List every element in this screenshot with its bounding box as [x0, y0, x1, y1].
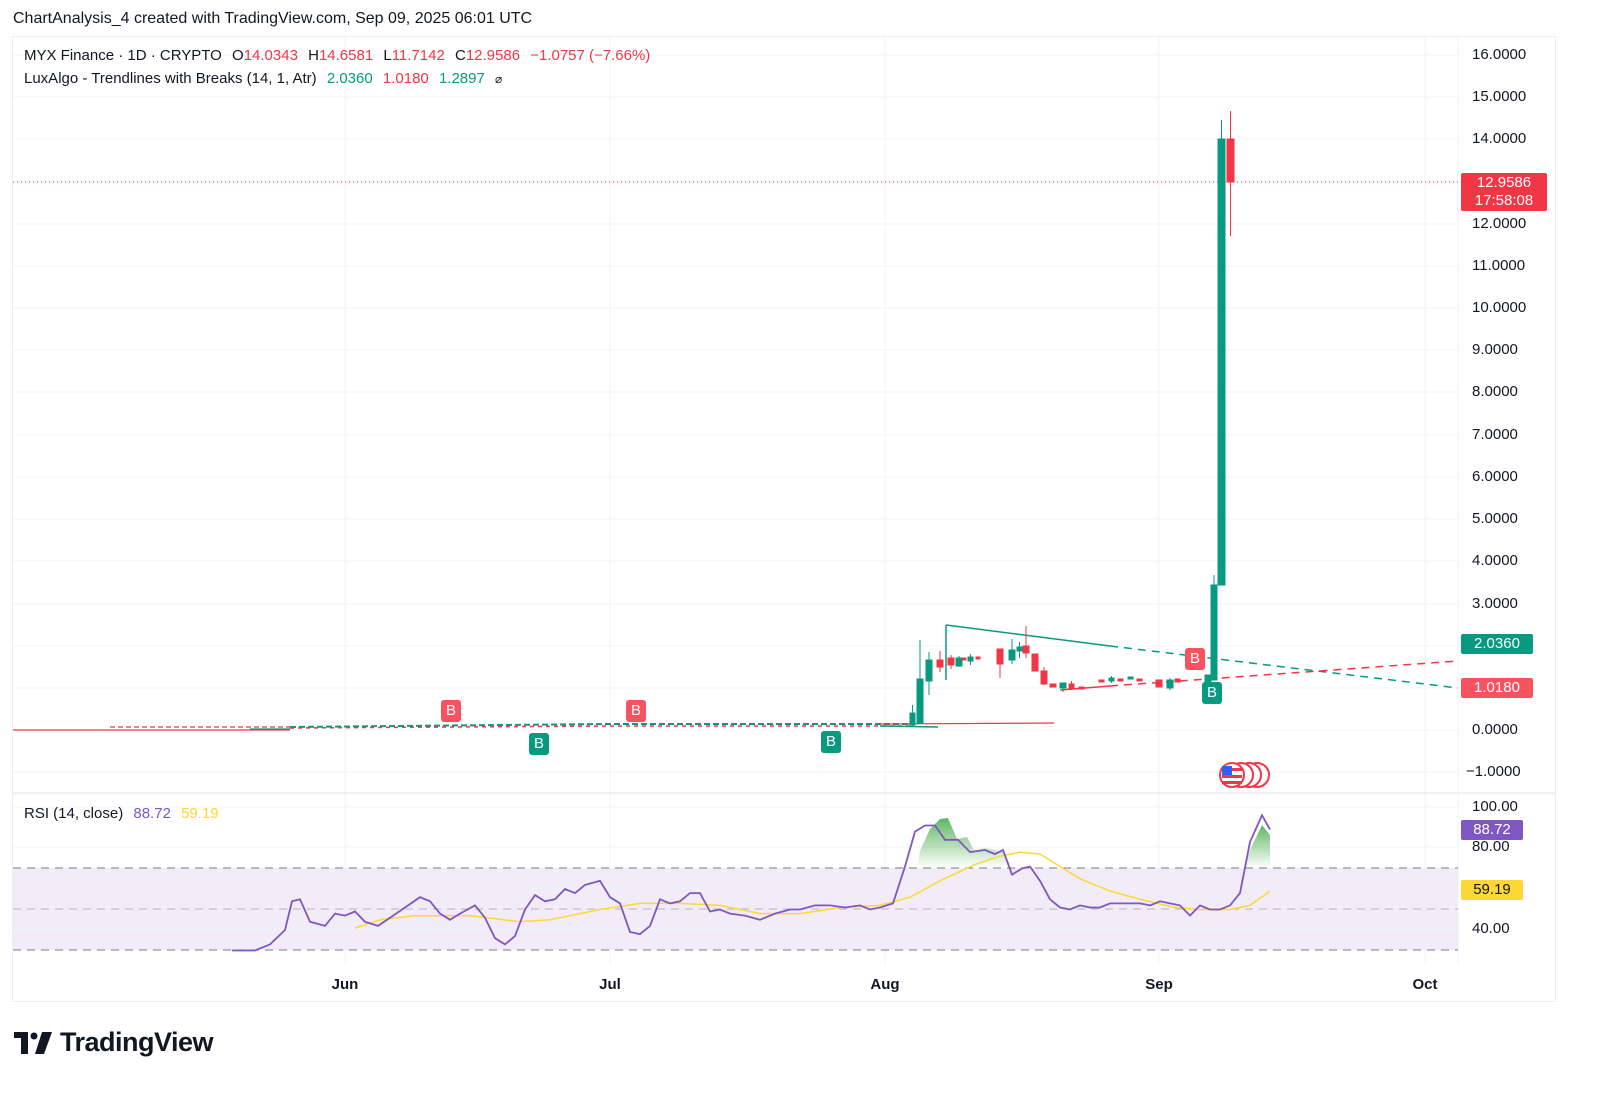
break-label: B: [1207, 684, 1218, 701]
break-label: B: [534, 735, 545, 752]
upper-trendline-extension: [1109, 645, 1459, 689]
break-up-marker[interactable]: [1202, 682, 1222, 704]
candles: [909, 111, 1235, 727]
break-down-marker[interactable]: [441, 700, 461, 722]
rsi-value-tag: 88.72: [1461, 820, 1523, 840]
indicator-upper: 2.0360: [326, 70, 373, 87]
price-tick: 9.0000: [1472, 341, 1518, 358]
break-label: B: [631, 702, 642, 719]
rsi-ma-value: 59.19: [181, 805, 219, 822]
month-label: Jun: [331, 976, 359, 993]
rsi-overbought-fill: [917, 818, 1012, 868]
indicator-lower: 1.0180: [382, 70, 429, 87]
price-tick: 12.0000: [1472, 215, 1527, 232]
last-price-value: 12.9586: [1476, 174, 1532, 191]
price-tick: 15.0000: [1472, 88, 1527, 105]
chart-frame[interactable]: [12, 36, 1556, 1002]
month-label: Jul: [599, 976, 621, 993]
break-down-marker[interactable]: [1185, 648, 1205, 670]
break-up-marker[interactable]: [529, 733, 549, 755]
break-label: B: [446, 702, 457, 719]
indicator-legend[interactable]: LuxAlgo - Trendlines with Breaks (14, 1,…: [24, 70, 508, 87]
upper-trend-tag: 2.0360: [1461, 634, 1533, 654]
break-label: B: [1190, 650, 1201, 667]
lower-trendline: [1059, 685, 1111, 691]
rsi-line: [232, 813, 1271, 952]
symbol-legend[interactable]: MYX Finance · 1D · CRYPTO O14.0343 H14.6…: [24, 47, 651, 64]
price-tick: 0.0000: [1472, 721, 1518, 738]
tradingview-logo-icon: [14, 1031, 52, 1054]
rsi-tick: 80.00: [1472, 838, 1510, 855]
high-value: 14.6581: [318, 47, 374, 64]
price-tick: 10.0000: [1472, 299, 1527, 316]
month-label: Oct: [1412, 976, 1438, 993]
rsi-tick: 40.00: [1472, 920, 1510, 937]
rsi-ma-tag: 59.19: [1461, 880, 1523, 900]
us-flag-event-icon[interactable]: [1219, 762, 1270, 788]
close-value: 12.9586: [465, 47, 521, 64]
break-markers: [441, 648, 1222, 755]
price-tick: −1.0000: [1466, 763, 1521, 780]
rsi-name: RSI (14, close): [24, 805, 124, 822]
lower-trend-tag: 1.0180: [1461, 678, 1533, 698]
indicator-name: LuxAlgo - Trendlines with Breaks (14, 1,…: [24, 70, 317, 87]
price-tick: 6.0000: [1472, 468, 1518, 485]
low-value: 11.7142: [391, 47, 445, 64]
bar-countdown: 17:58:08: [1474, 192, 1534, 209]
open-value: 14.0343: [243, 47, 298, 64]
rsi-ma-line: [354, 851, 1271, 929]
price-tick: 8.0000: [1472, 383, 1518, 400]
last-price-tag: 12.9586 17:58:08: [1461, 173, 1547, 211]
break-label: B: [826, 733, 837, 750]
rsi-overbought-fill: [1245, 825, 1270, 868]
rsi-value: 88.72: [133, 805, 171, 822]
symbol-title: MYX Finance · 1D · CRYPTO: [24, 47, 222, 64]
visibility-icon[interactable]: ⌀: [495, 72, 503, 86]
change-value: −1.0757 (−7.66%): [530, 47, 651, 64]
break-down-marker[interactable]: [626, 700, 646, 722]
tradingview-logo[interactable]: TradingView: [14, 1027, 214, 1058]
price-tick: 5.0000: [1472, 510, 1518, 527]
indicator-slope: 1.2897: [438, 70, 485, 87]
price-tick: 16.0000: [1472, 46, 1527, 63]
break-up-marker[interactable]: [821, 731, 841, 753]
upper-trendline: [945, 624, 1111, 647]
month-label: Sep: [1145, 976, 1173, 993]
month-label: Aug: [870, 976, 900, 993]
price-tick: 14.0000: [1472, 130, 1527, 147]
tradingview-logo-text: TradingView: [60, 1027, 214, 1057]
rsi-legend[interactable]: RSI (14, close) 88.72 59.19: [24, 805, 225, 822]
price-tick: 11.0000: [1472, 257, 1526, 274]
attribution-text: ChartAnalysis_4 created with TradingView…: [13, 10, 533, 27]
rsi-tick: 100.00: [1472, 798, 1518, 815]
price-tick: 7.0000: [1472, 426, 1518, 443]
price-tick: 4.0000: [1472, 552, 1518, 569]
price-tick: 3.0000: [1472, 595, 1518, 612]
